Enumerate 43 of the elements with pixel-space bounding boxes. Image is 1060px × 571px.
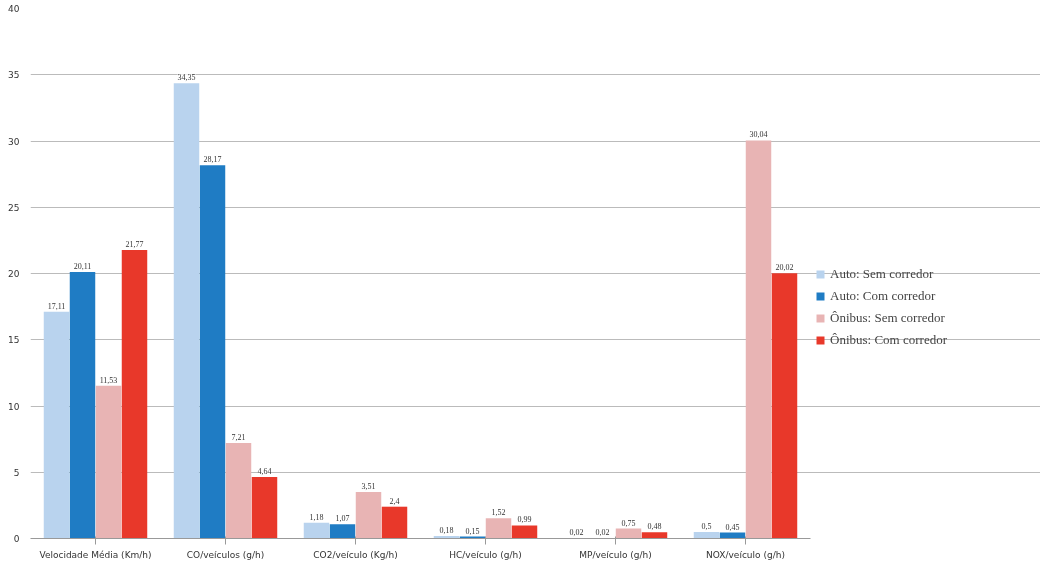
data-label: 2,4 [389,496,400,506]
data-label: 0,48 [647,522,662,532]
data-label: 1,52 [491,508,506,518]
y-tick-label: 25 [8,202,20,213]
data-label: 0,75 [621,518,636,528]
data-label: 4,64 [257,467,272,477]
data-label: 0,18 [439,526,454,536]
x-tick-label: CO2/veículo (Kg/h) [313,549,398,560]
y-tick-label: 0 [13,534,20,544]
data-label: 0,5 [701,521,712,531]
data-label: 30,04 [749,130,768,140]
data-label: 0,15 [465,526,480,536]
data-label: 0,02 [595,528,610,538]
x-tick-label: MP/veículo (g/h) [579,549,652,560]
data-label: 3,51 [361,481,376,491]
x-tick-label: HC/veículo (g/h) [449,549,522,560]
data-label: 0,02 [569,528,584,538]
data-label: 20,11 [73,262,92,272]
y-tick-label: 15 [8,335,20,346]
legend-label: Ônibus: Sem corredor [830,310,945,326]
y-tick-label: 5 [13,467,20,478]
x-tick-label: CO/veículos (g/h) [186,549,265,560]
data-label: 34,35 [177,73,196,83]
legend-label: Auto: Sem corredor [830,266,934,282]
data-label: 20,02 [775,263,794,273]
data-label: 21,77 [125,240,144,250]
y-tick-label: 40 [8,4,20,14]
data-label: 17,11 [47,301,66,311]
data-label: 11,53 [99,375,118,385]
data-label: 28,17 [203,155,222,165]
y-tick-label: 30 [8,136,20,147]
data-label: 0,45 [725,522,740,532]
data-label: 1,07 [335,514,350,524]
x-tick-label: NOX/veículo (g/h) [706,549,785,560]
legend-label: Auto: Com corredor [830,288,936,304]
y-tick-label: 20 [8,269,20,279]
y-tick-label: 35 [8,70,20,81]
data-label: 1,18 [309,512,324,522]
data-label: 7,21 [231,432,246,442]
data-label: 0,99 [517,515,532,525]
x-tick-label: Velocidade Média (Km/h) [39,549,152,560]
y-tick-label: 10 [8,401,20,412]
legend-label: Ônibus: Com corredor [830,332,947,348]
